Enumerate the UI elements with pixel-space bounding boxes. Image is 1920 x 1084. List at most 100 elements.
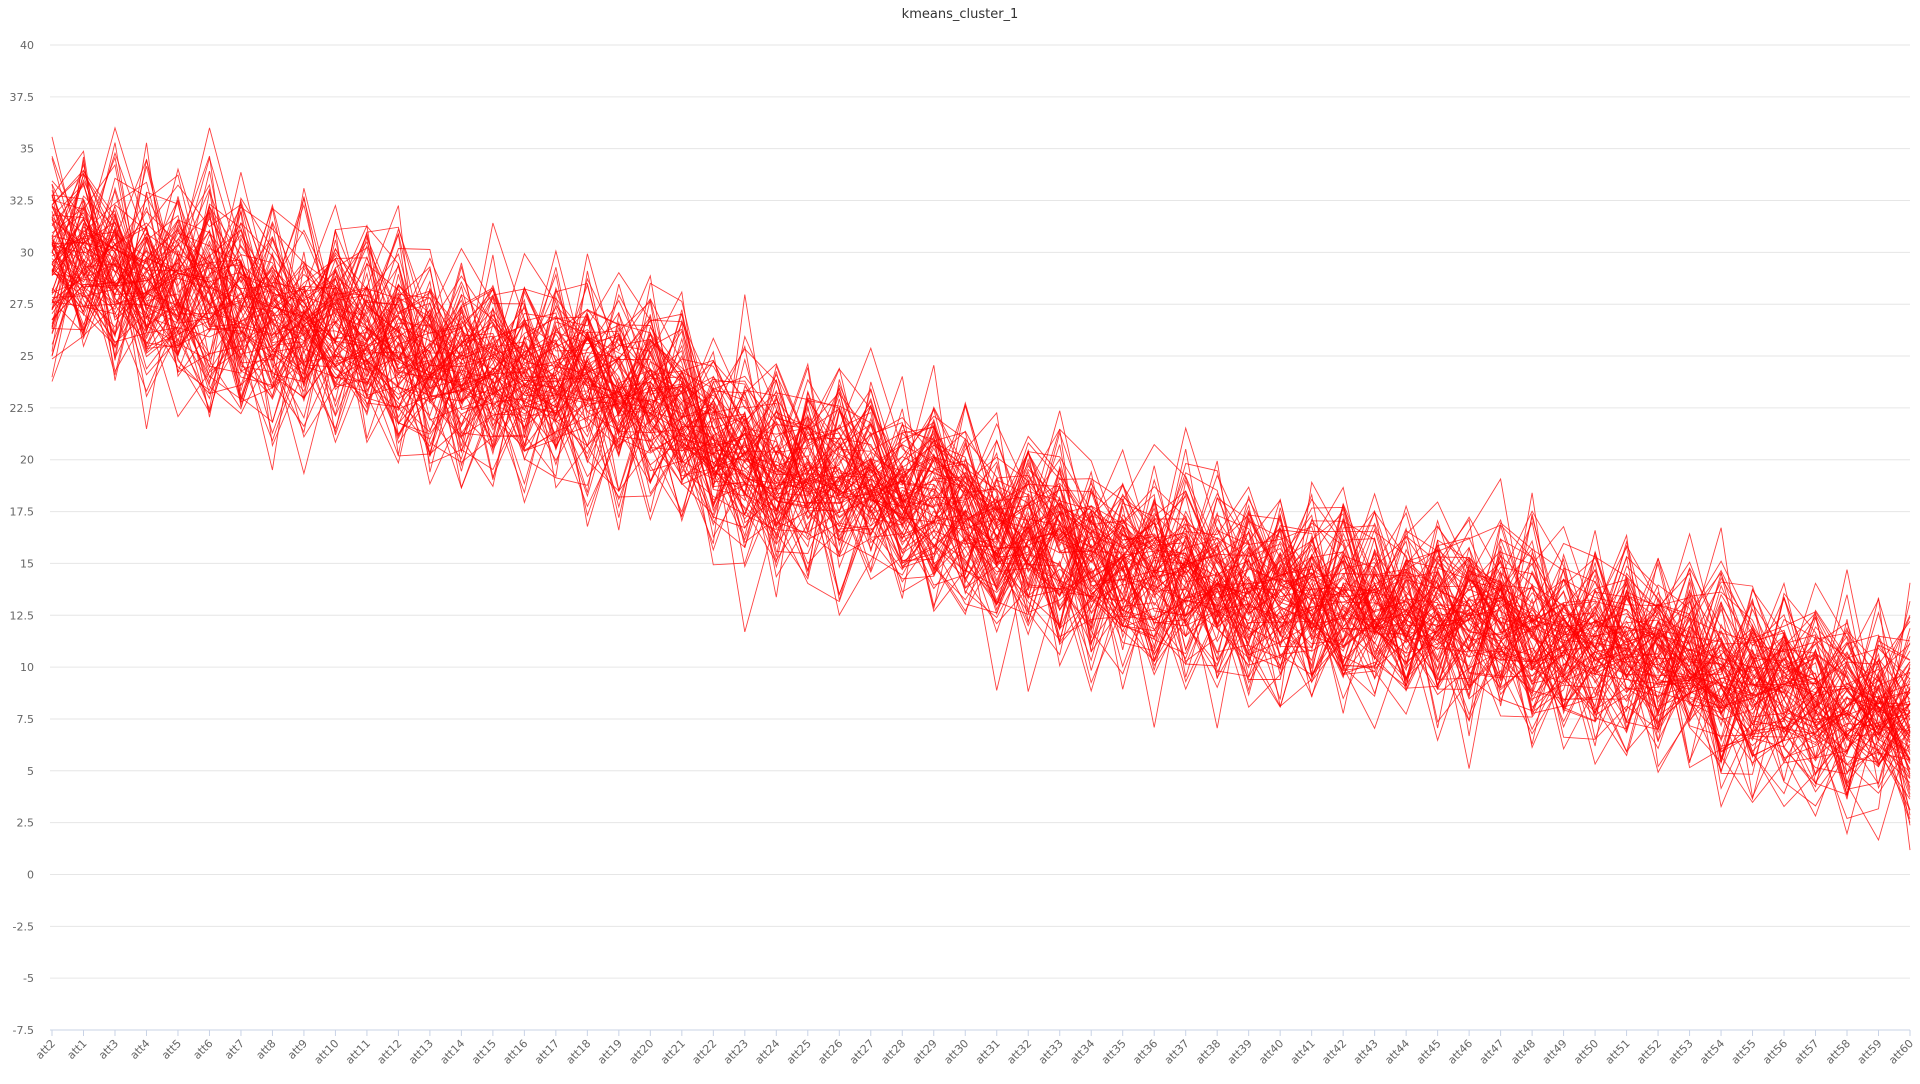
x-tick-label: att40: [1256, 1037, 1286, 1067]
x-tick-label: att4: [128, 1037, 153, 1062]
series-line[interactable]: [51, 206, 1911, 800]
y-tick-label: 30: [20, 246, 34, 259]
x-tick-label: att39: [1225, 1037, 1255, 1067]
x-tick-label: att9: [285, 1037, 310, 1062]
series-line[interactable]: [51, 222, 1911, 738]
series-line[interactable]: [51, 232, 1911, 790]
series-lines: [51, 126, 1911, 851]
x-tick-label: att33: [1036, 1037, 1066, 1067]
y-tick-label: 40: [20, 39, 34, 52]
x-tick-label: att55: [1729, 1037, 1759, 1067]
series-line[interactable]: [51, 142, 1911, 807]
y-tick-label: -7.5: [13, 1024, 34, 1037]
x-tick-label: att25: [784, 1037, 814, 1067]
series-line[interactable]: [51, 181, 1911, 764]
series-line[interactable]: [51, 218, 1911, 743]
series-line[interactable]: [51, 172, 1911, 740]
series-line[interactable]: [51, 156, 1911, 798]
x-axis: att2 att1 att3 att4 att5 att6 att7 att8 att9 att1…: [33, 1030, 1916, 1067]
series-line[interactable]: [51, 246, 1911, 759]
x-tick-label: att51: [1603, 1037, 1633, 1067]
y-tick-label: 32.5: [10, 195, 35, 208]
x-tick-label: att42: [1319, 1037, 1349, 1067]
y-tick-label: 25: [20, 350, 34, 363]
y-tick-label: 35: [20, 143, 34, 156]
series-line[interactable]: [51, 237, 1911, 819]
x-tick-label: att58: [1823, 1037, 1853, 1067]
x-tick-label: att52: [1634, 1037, 1664, 1067]
series-line[interactable]: [51, 173, 1911, 804]
x-tick-label: att60: [1886, 1037, 1916, 1067]
x-tick-label: att32: [1004, 1037, 1034, 1067]
series-line[interactable]: [51, 205, 1911, 773]
series-line[interactable]: [51, 170, 1911, 742]
x-tick-label: att46: [1445, 1037, 1475, 1067]
x-tick-label: att19: [595, 1037, 625, 1067]
series-line[interactable]: [51, 216, 1911, 737]
series-line[interactable]: [51, 192, 1911, 823]
y-tick-label: 22.5: [10, 402, 35, 415]
x-tick-label: att57: [1792, 1037, 1822, 1067]
series-line[interactable]: [51, 136, 1911, 768]
series-line[interactable]: [51, 155, 1911, 779]
x-tick-label: att10: [312, 1037, 342, 1067]
x-tick-label: att30: [941, 1037, 971, 1067]
x-tick-label: att48: [1508, 1037, 1538, 1067]
x-tick-label: att16: [501, 1037, 531, 1067]
x-tick-label: att47: [1477, 1037, 1507, 1067]
x-tick-label: att20: [626, 1037, 656, 1067]
x-tick-label: att53: [1666, 1037, 1696, 1067]
y-tick-label: 10: [20, 661, 34, 674]
x-tick-label: att45: [1414, 1037, 1444, 1067]
series-line[interactable]: [51, 184, 1911, 740]
y-tick-label: 17.5: [10, 506, 35, 519]
series-line[interactable]: [51, 183, 1911, 782]
y-tick-label: 15: [20, 557, 34, 570]
x-tick-label: att49: [1540, 1037, 1570, 1067]
y-tick-label: 12.5: [10, 609, 35, 622]
y-tick-label: 37.5: [10, 91, 35, 104]
x-tick-label: att12: [375, 1037, 405, 1067]
x-tick-label: att7: [222, 1037, 247, 1062]
y-tick-label: 0: [27, 868, 34, 881]
series-line[interactable]: [51, 222, 1911, 766]
x-tick-label: att37: [1162, 1037, 1192, 1067]
y-tick-label: -5: [23, 972, 34, 985]
x-tick-label: att43: [1351, 1037, 1381, 1067]
x-tick-label: att11: [343, 1037, 373, 1067]
x-tick-label: att15: [469, 1037, 499, 1067]
x-tick-label: att6: [191, 1037, 216, 1062]
x-tick-label: att13: [406, 1037, 436, 1067]
x-tick-label: att18: [564, 1037, 594, 1067]
series-line[interactable]: [51, 266, 1911, 795]
x-tick-label: att44: [1382, 1037, 1412, 1067]
series-line[interactable]: [51, 218, 1911, 727]
x-tick-label: att59: [1855, 1037, 1885, 1067]
x-tick-label: att23: [721, 1037, 751, 1067]
x-tick-label: att38: [1193, 1037, 1223, 1067]
y-tick-label: 2.5: [17, 817, 35, 830]
y-tick-label: 27.5: [10, 298, 35, 311]
series-line[interactable]: [51, 177, 1911, 730]
x-tick-label: att2: [33, 1037, 58, 1062]
series-line[interactable]: [51, 203, 1911, 775]
series-line[interactable]: [51, 180, 1911, 731]
x-tick-label: att34: [1067, 1037, 1097, 1067]
x-tick-label: att41: [1288, 1037, 1318, 1067]
series-line[interactable]: [51, 243, 1911, 800]
series-line[interactable]: [51, 194, 1911, 742]
x-tick-label: att14: [438, 1037, 468, 1067]
y-tick-label: -2.5: [13, 920, 34, 933]
y-axis: -7.5 -5 -2.5 0 2.5 5 7.5 10 12.5 15 17.5 20 22.5 25 27…: [10, 39, 35, 1037]
series-line[interactable]: [51, 184, 1911, 755]
x-tick-label: att28: [878, 1037, 908, 1067]
y-tick-label: 7.5: [17, 713, 35, 726]
series-line[interactable]: [51, 241, 1911, 768]
x-tick-label: att29: [910, 1037, 940, 1067]
x-tick-label: att5: [159, 1037, 184, 1062]
series-line[interactable]: [51, 265, 1911, 816]
series-line[interactable]: [51, 216, 1911, 842]
x-tick-label: att21: [658, 1037, 688, 1067]
